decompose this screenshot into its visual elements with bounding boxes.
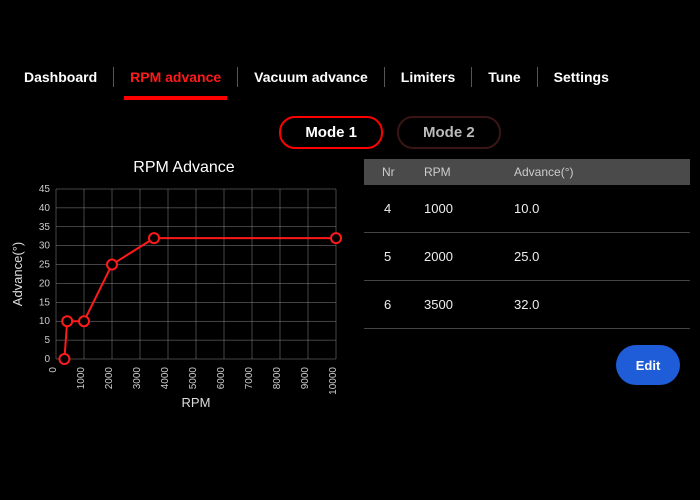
svg-text:Advance(°): Advance(°) bbox=[10, 242, 25, 306]
svg-text:20: 20 bbox=[39, 278, 51, 289]
svg-text:6000: 6000 bbox=[216, 367, 227, 390]
nav-limiters[interactable]: Limiters bbox=[389, 60, 467, 94]
svg-text:7000: 7000 bbox=[244, 367, 255, 390]
table-row[interactable]: 5200025.0 bbox=[364, 233, 690, 281]
col-rpm: RPM bbox=[424, 165, 514, 179]
edit-button[interactable]: Edit bbox=[616, 345, 680, 385]
svg-text:3000: 3000 bbox=[132, 367, 143, 390]
nav-settings[interactable]: Settings bbox=[542, 60, 621, 94]
svg-text:45: 45 bbox=[39, 184, 51, 195]
nav-divider bbox=[471, 67, 472, 87]
top-spacer bbox=[0, 0, 700, 60]
rpm-advance-chart: 0100020003000400050006000700080009000100… bbox=[10, 181, 358, 416]
svg-text:8000: 8000 bbox=[272, 367, 283, 390]
cell-nr: 6 bbox=[364, 297, 424, 312]
svg-text:10: 10 bbox=[39, 316, 51, 327]
svg-text:4000: 4000 bbox=[160, 367, 171, 390]
nav-vacuum-advance[interactable]: Vacuum advance bbox=[242, 60, 380, 94]
svg-text:25: 25 bbox=[39, 260, 51, 271]
svg-text:5000: 5000 bbox=[188, 367, 199, 390]
cell-rpm: 3500 bbox=[424, 297, 514, 312]
svg-text:35: 35 bbox=[39, 222, 51, 233]
table-row[interactable]: 6350032.0 bbox=[364, 281, 690, 329]
cell-adv: 10.0 bbox=[514, 201, 690, 216]
nav-bar: Dashboard RPM advance Vacuum advance Limite… bbox=[0, 60, 700, 94]
cell-rpm: 1000 bbox=[424, 201, 514, 216]
nav-tune[interactable]: Tune bbox=[476, 60, 532, 94]
cell-nr: 5 bbox=[364, 249, 424, 264]
svg-text:5: 5 bbox=[44, 335, 50, 346]
svg-text:40: 40 bbox=[39, 203, 51, 214]
col-advance: Advance(°) bbox=[514, 165, 690, 179]
svg-text:1000: 1000 bbox=[76, 367, 87, 390]
mode-1-button[interactable]: Mode 1 bbox=[279, 116, 383, 149]
svg-text:RPM: RPM bbox=[182, 395, 211, 410]
cell-nr: 4 bbox=[364, 201, 424, 216]
nav-divider bbox=[113, 67, 114, 87]
cell-rpm: 2000 bbox=[424, 249, 514, 264]
content-area: RPM Advance 0 1000 2000 3000 4000 5000 6000 700… bbox=[0, 159, 700, 426]
svg-text:30: 30 bbox=[39, 241, 51, 252]
svg-text:0: 0 bbox=[44, 354, 50, 365]
svg-text:2000: 2000 bbox=[104, 367, 115, 390]
nav-dashboard[interactable]: Dashboard bbox=[12, 60, 109, 94]
svg-text:15: 15 bbox=[39, 297, 51, 308]
mode-2-button[interactable]: Mode 2 bbox=[397, 116, 501, 149]
cell-adv: 32.0 bbox=[514, 297, 690, 312]
nav-divider bbox=[237, 67, 238, 87]
chart-panel: RPM Advance 0 1000 2000 3000 4000 5000 6000 700… bbox=[10, 159, 358, 416]
mode-selector: Mode 1 Mode 2 bbox=[0, 116, 700, 149]
table-header: Nr RPM Advance(°) bbox=[364, 159, 690, 185]
chart-title: RPM Advance bbox=[10, 159, 358, 177]
cell-adv: 25.0 bbox=[514, 249, 690, 264]
svg-text:10000: 10000 bbox=[328, 367, 339, 395]
col-nr: Nr bbox=[364, 165, 424, 179]
table-row[interactable]: 4100010.0 bbox=[364, 185, 690, 233]
svg-text:9000: 9000 bbox=[300, 367, 311, 390]
nav-divider bbox=[384, 67, 385, 87]
nav-rpm-advance[interactable]: RPM advance bbox=[118, 60, 233, 94]
svg-text:0: 0 bbox=[48, 367, 59, 373]
nav-divider bbox=[537, 67, 538, 87]
